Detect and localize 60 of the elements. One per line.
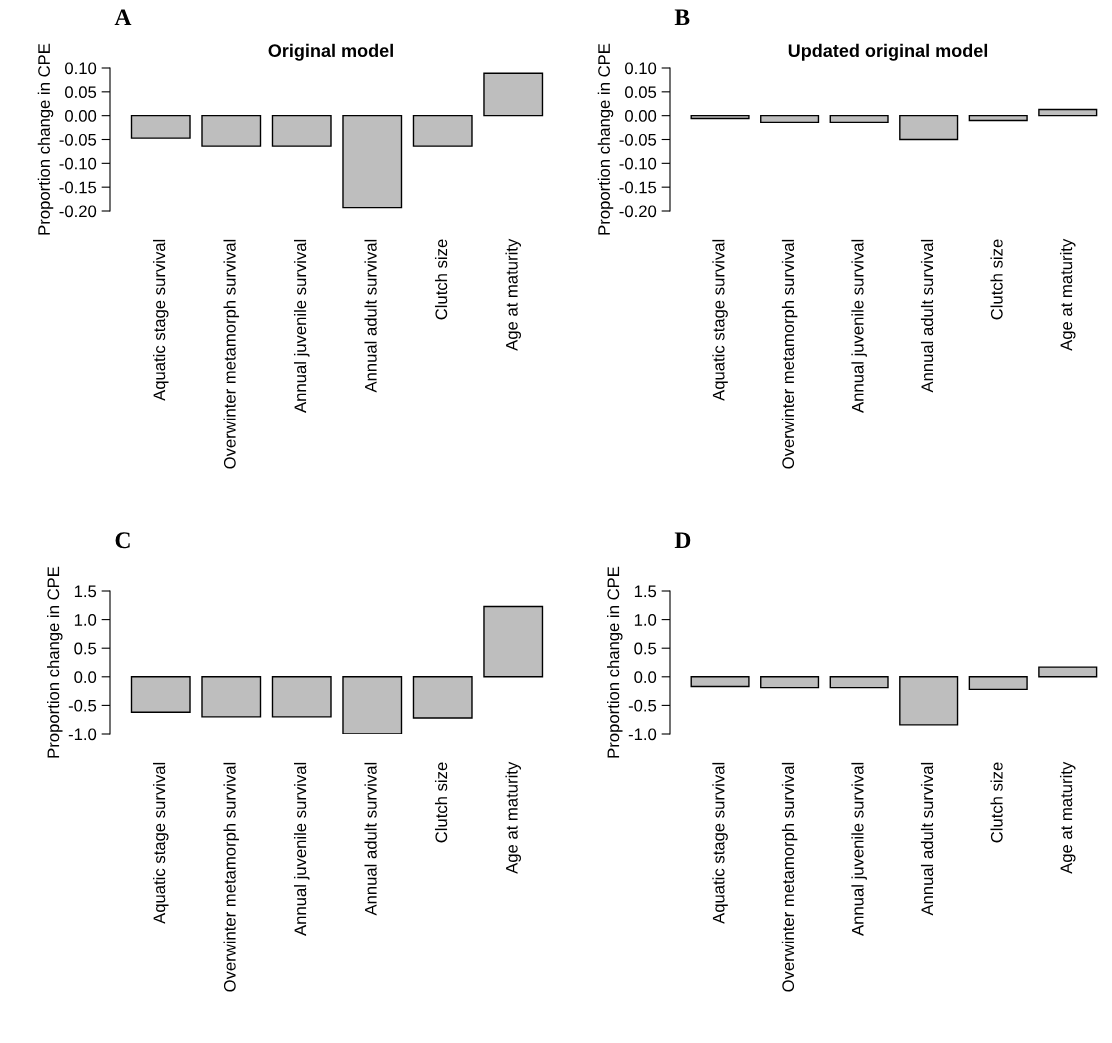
y-tick-label: -0.10	[59, 157, 97, 170]
y-tick-label: -1.0	[628, 728, 657, 741]
y-axis-title: Proportion change in CPE	[597, 43, 614, 235]
x-tick-label: Annual adult survival	[920, 239, 934, 393]
text: C	[115, 532, 130, 549]
y-tick-label: -1.0	[68, 728, 97, 741]
x-tick-label: Annual adult survival	[920, 762, 934, 916]
x-tick-label: Age at maturity	[1059, 761, 1076, 874]
y-tick-label: 0.0	[74, 671, 97, 683]
x-tick-label: Annual juvenile survival	[293, 239, 310, 413]
y-axis-title: Proportion change in CPE	[37, 43, 54, 235]
x-tick-label: Clutch size	[434, 762, 448, 843]
y-tick-label: 0.00	[65, 110, 97, 122]
x-tick-label: Clutch size	[990, 239, 1003, 320]
x-tick-label: Annual juvenile survival	[293, 762, 310, 936]
y-tick-label: 1.0	[74, 614, 97, 626]
x-tick-label: Aquatic stage survival	[152, 239, 169, 401]
x-tick-label: Annual adult survival	[364, 239, 377, 393]
y-axis-title: Proportion change in CPE	[47, 566, 63, 758]
y-tick-label: 0.5	[634, 642, 657, 655]
x-tick-label: Age at maturity	[505, 761, 521, 874]
y-tick-label: -0.20	[59, 205, 97, 218]
y-tick-label: 1.5	[74, 585, 97, 598]
y-tick-label: 1.0	[634, 614, 657, 626]
y-tick-label: 0.00	[625, 110, 657, 122]
y-tick-label: -0.15	[59, 181, 97, 194]
text: D	[674, 532, 691, 549]
x-tick-label: Overwinter metamorph survival	[781, 762, 798, 992]
y-axis-title: Proportion change in CPE	[607, 566, 623, 758]
x-tick-label: Age at maturity	[1059, 238, 1076, 351]
text: B	[674, 9, 690, 26]
x-tick-label: Overwinter metamorph survival	[781, 239, 798, 469]
chart-title: Original model	[268, 43, 393, 61]
y-tick-label: 0.10	[625, 62, 657, 75]
y-tick-label: -0.20	[619, 205, 657, 218]
x-tick-label: Clutch size	[990, 762, 1003, 843]
x-tick-label: Annual juvenile survival	[851, 762, 867, 936]
x-tick-label: Clutch size	[434, 239, 448, 320]
y-tick-label: 1.5	[634, 585, 657, 598]
chart-title: Updated original model	[788, 43, 988, 61]
x-tick-label: Overwinter metamorph survival	[223, 762, 240, 992]
text: A	[114, 9, 132, 25]
y-tick-label: 0.05	[65, 86, 97, 99]
y-tick-label: 0.10	[65, 62, 97, 75]
y-tick-label: -0.10	[619, 157, 657, 170]
y-tick-label: -0.15	[619, 181, 657, 194]
x-tick-label: Aquatic stage survival	[712, 239, 728, 401]
y-tick-label: -0.5	[628, 699, 657, 712]
y-tick-label: 0.5	[74, 642, 97, 655]
y-tick-label: 0.05	[625, 86, 657, 99]
y-tick-label: -0.05	[59, 133, 97, 146]
x-tick-label: Overwinter metamorph survival	[223, 239, 240, 469]
x-tick-label: Aquatic stage survival	[152, 762, 169, 924]
y-tick-label: -0.05	[619, 133, 657, 146]
x-tick-label: Annual juvenile survival	[851, 239, 867, 413]
x-tick-label: Age at maturity	[505, 238, 521, 351]
x-tick-label: Aquatic stage survival	[712, 762, 728, 924]
y-tick-label: 0.0	[634, 671, 657, 683]
y-tick-label: -0.5	[68, 699, 97, 712]
x-tick-label: Annual adult survival	[364, 762, 377, 916]
